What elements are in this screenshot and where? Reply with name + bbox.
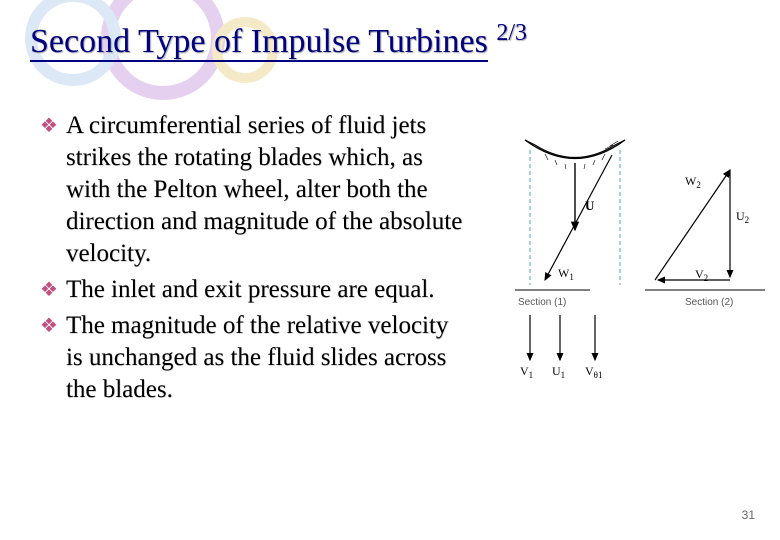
bullet-text: The magnitude of the relative velocity i… (66, 310, 470, 406)
u-label: U (585, 198, 595, 213)
section1-label: Section (1) (518, 297, 566, 308)
title-main: Second Type of Impulse Turbines (30, 23, 488, 62)
velocity-diagram: U W1 Section (1) Section (2) W2 U2 V2 V1… (490, 100, 770, 410)
vth1-label: Vθ1 (585, 364, 602, 380)
w2-label: W2 (685, 174, 701, 190)
u2-label: U2 (736, 209, 749, 225)
bullet-text: A circumferential series of fluid jets s… (66, 110, 470, 270)
title-sup: 2/3 (496, 20, 527, 46)
w1-label: W1 (558, 266, 574, 282)
bullet-glyph-icon: ❖ (40, 110, 58, 270)
bullet-item: ❖ The magnitude of the relative velocity… (40, 310, 470, 406)
blade-inner (535, 145, 615, 158)
bullet-glyph-icon: ❖ (40, 274, 58, 306)
slide-title: Second Type of Impulse Turbines 2/3 (30, 20, 527, 61)
blade-outer (525, 140, 625, 159)
bullet-glyph-icon: ❖ (40, 310, 58, 406)
w1-vector (545, 155, 612, 280)
v1-label: V1 (520, 364, 533, 380)
page-number: 31 (742, 508, 755, 522)
v2-label: V2 (695, 267, 708, 283)
u1-label: U1 (552, 364, 565, 380)
bullet-text: The inlet and exit pressure are equal. (66, 274, 435, 306)
blade-hatching (527, 141, 618, 171)
section2-label: Section (2) (685, 297, 733, 308)
bullet-list: ❖ A circumferential series of fluid jets… (40, 110, 470, 410)
bullet-item: ❖ The inlet and exit pressure are equal. (40, 274, 470, 306)
bullet-item: ❖ A circumferential series of fluid jets… (40, 110, 470, 270)
